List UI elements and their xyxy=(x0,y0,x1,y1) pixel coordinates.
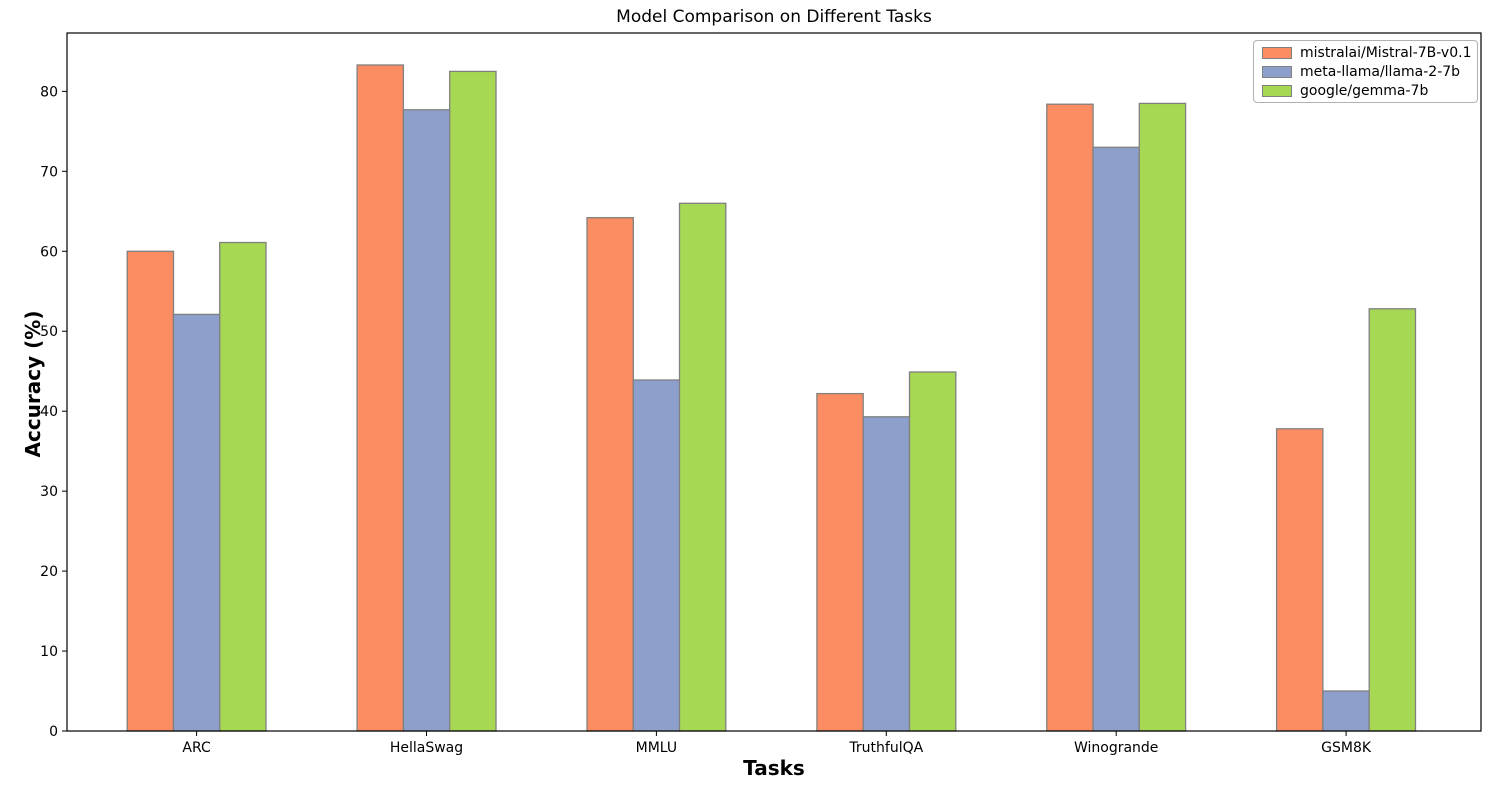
legend-swatch-icon xyxy=(1262,84,1292,97)
legend-label: google/gemma-7b xyxy=(1300,82,1429,99)
bar xyxy=(356,64,405,732)
y-tick-label: 50 xyxy=(40,324,58,340)
bar xyxy=(816,392,864,732)
bar xyxy=(219,241,267,732)
legend-label: mistralai/Mistral-7B-v0.1 xyxy=(1300,44,1472,61)
bar xyxy=(1046,103,1094,732)
y-tick-label: 80 xyxy=(40,84,58,100)
x-tick-label: MMLU xyxy=(636,740,678,756)
bar xyxy=(1092,146,1140,732)
bar xyxy=(402,109,451,732)
legend-swatch-icon xyxy=(1262,65,1292,78)
legend-item: google/gemma-7b xyxy=(1262,83,1469,99)
bar xyxy=(632,379,681,732)
bar xyxy=(586,217,634,732)
bar xyxy=(1368,308,1417,732)
legend-item: meta-llama/llama-2-7b xyxy=(1262,64,1469,80)
bar xyxy=(862,416,911,732)
legend: mistralai/Mistral-7B-v0.1 meta-llama/lla… xyxy=(1253,40,1478,103)
bar xyxy=(1275,428,1324,732)
chart-title: Model Comparison on Different Tasks xyxy=(616,7,932,27)
y-tick-label: 0 xyxy=(49,724,58,740)
bar xyxy=(678,202,727,732)
y-tick-label: 40 xyxy=(40,404,58,420)
bar xyxy=(172,313,221,732)
y-tick-label: 60 xyxy=(40,244,58,260)
legend-swatch-icon xyxy=(1262,46,1292,59)
x-tick-label: ARC xyxy=(182,740,211,756)
bar xyxy=(449,70,497,732)
y-tick-label: 30 xyxy=(40,484,58,500)
x-tick-label: GSM8K xyxy=(1321,740,1372,756)
axes-frame xyxy=(66,32,1482,732)
y-tick-label: 70 xyxy=(40,164,58,180)
x-tick-label: HellaSwag xyxy=(390,740,463,756)
x-tick-label: Winogrande xyxy=(1074,740,1158,756)
y-tick-label: 10 xyxy=(40,644,58,660)
bar xyxy=(1322,690,1370,732)
bar xyxy=(908,371,957,732)
x-axis-label: Tasks xyxy=(743,756,805,780)
legend-item: mistralai/Mistral-7B-v0.1 xyxy=(1262,44,1472,61)
legend-label: meta-llama/llama-2-7b xyxy=(1300,63,1461,80)
x-tick-label: TruthfulQA xyxy=(848,740,923,756)
bar xyxy=(126,250,175,732)
y-tick-label: 20 xyxy=(40,564,58,580)
bar xyxy=(1138,102,1187,732)
